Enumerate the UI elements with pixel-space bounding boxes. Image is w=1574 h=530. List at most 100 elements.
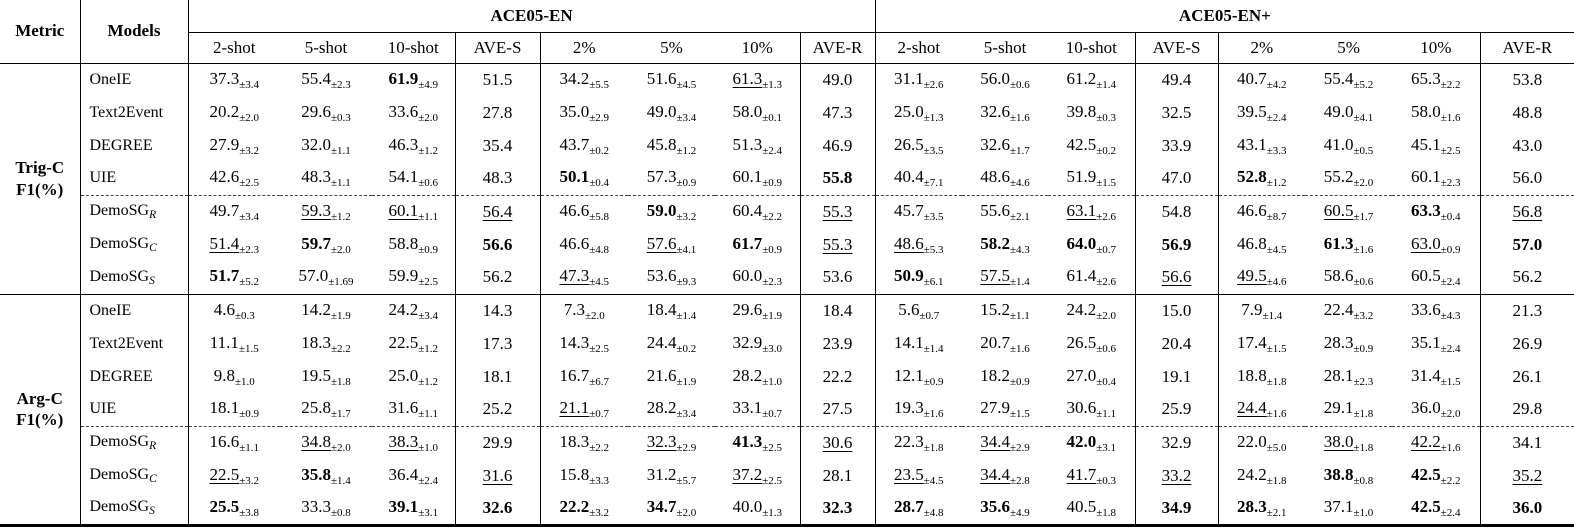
score-value: 17.4 [1237,332,1267,352]
score-value: 60.5 [1411,266,1441,286]
score-value: 30.6 [822,432,853,452]
score-value: 51.7 [209,266,240,286]
score-value: 43.7 [559,134,590,154]
score-value: 25.2 [482,399,513,419]
score-stddev: ±2.4 [1440,342,1461,355]
score-cell: 38.0±1.8 [1305,425,1393,459]
score-stddev: ±2.6 [1096,210,1117,223]
score-stddev: ±2.3 [1440,177,1461,190]
model-name: DemoSG [89,267,150,285]
score-value: 42.5 [1066,134,1097,154]
model-name: Text2Event [89,334,164,352]
score-stddev: ±0.6 [1353,276,1374,289]
score-cell: 51.7±5.2 [188,261,280,294]
score-cell: 51.9±1.5 [1048,162,1136,195]
score-cell: 42.5±2.4 [1392,492,1481,525]
score-value: 59.7 [301,233,331,253]
score-cell: 45.1±2.5 [1392,129,1481,162]
score-cell: 31.4±1.5 [1392,360,1481,393]
score-cell: 42.2±1.6 [1392,425,1481,459]
metric-label: Trig-C F1(%) [0,62,81,294]
score-value: 25.9 [1161,399,1192,419]
score-cell: 14.3±2.5 [540,327,628,360]
score-value: 23.9 [822,333,853,353]
score-stddev: ±0.6 [1010,78,1030,91]
score-stddev: ±1.0 [234,375,255,388]
score-value: 41.7 [1066,464,1097,484]
score-cell: 39.8±0.3 [1048,96,1136,129]
score-stddev: ±2.3 [1353,375,1374,388]
score-cell: 33.1±0.7 [715,393,801,426]
score-value: 48.6 [894,233,924,253]
score-cell: 63.0±0.9 [1392,228,1481,261]
score-cell: 36.4±2.4 [372,459,456,492]
score-cell: 24.2±3.4 [372,293,456,327]
score-value: 18.1 [482,366,513,386]
score-stddev: ±0.6 [418,177,439,190]
score-cell: 18.3±2.2 [540,425,628,459]
score-cell: 14.2±1.9 [280,293,372,327]
score-stddev: ±1.4 [1262,309,1283,322]
score-stddev: ±1.8 [1353,408,1374,421]
score-value: 29.6 [732,299,763,319]
score-cell: 39.1±3.1 [372,492,456,525]
score-cell: 24.4±0.2 [628,327,715,360]
score-cell: 42.5±2.2 [1392,459,1481,492]
score-stddev: ±2.9 [676,441,697,454]
score-value: 54.1 [388,167,419,187]
score-cell: 54.8 [1135,194,1219,228]
score-value: 7.3 [563,299,585,319]
score-value: 34.8 [301,431,331,451]
model-variant-subscript: R [149,440,157,453]
model-name-cell: Text2Event [80,327,189,360]
score-cell: 29.6±0.3 [280,96,372,129]
score-value: 48.3 [301,167,331,187]
score-value: 20.2 [209,101,240,121]
score-value: 22.2 [559,496,590,516]
score-cell: 56.4 [455,194,541,228]
score-cell: 48.6±4.6 [962,162,1048,195]
score-cell: 34.9 [1135,492,1219,525]
score-value: 51.5 [482,69,513,89]
score-stddev: ±1.5 [238,342,259,355]
score-value: 18.4 [646,299,677,319]
score-cell: 55.2±2.0 [1305,162,1392,195]
score-cell: 46.6±5.8 [540,194,628,228]
score-value: 60.0 [732,266,763,286]
setting-column-header: 10% [1392,31,1481,63]
score-cell: 21.3 [1480,293,1574,327]
score-value: 48.6 [980,167,1011,187]
model-name-cell: OneIE [80,62,189,96]
score-value: 33.9 [1161,135,1192,155]
score-value: 42.0 [1066,431,1097,451]
metric-label-line2: F1(%) [16,179,64,199]
score-stddev: ±0.3 [330,111,351,124]
score-stddev: ±2.3 [239,243,260,256]
score-value: 32.6 [980,134,1011,154]
score-cell: 20.2±2.0 [188,96,280,129]
score-cell: 24.2±2.0 [1048,293,1136,327]
score-stddev: ±3.4 [418,309,439,322]
score-cell: 16.6±1.1 [188,425,280,459]
score-value: 29.8 [1512,399,1543,419]
score-value: 23.5 [894,464,924,484]
score-cell: 60.1±1.1 [372,194,456,228]
score-stddev: ±1.1 [330,177,351,190]
score-value: 31.6 [388,398,419,418]
score-value: 38.3 [388,431,419,451]
setting-column-header: AVE-S [455,31,541,63]
score-value: 19.3 [894,398,924,418]
score-stddev: ±1.9 [762,309,783,322]
score-cell: 21.1±0.7 [540,393,628,426]
score-cell: 27.8 [455,96,541,129]
score-value: 7.9 [1241,299,1263,319]
score-cell: 64.0±0.7 [1048,228,1136,261]
score-cell: 56.2 [455,261,541,294]
score-value: 59.0 [646,200,677,220]
score-value: 41.0 [1323,134,1354,154]
score-cell: 23.9 [800,327,876,360]
score-value: 49.5 [1237,266,1267,286]
score-value: 47.3 [822,102,853,122]
score-cell: 45.7±3.5 [875,194,963,228]
score-value: 22.4 [1323,299,1354,319]
